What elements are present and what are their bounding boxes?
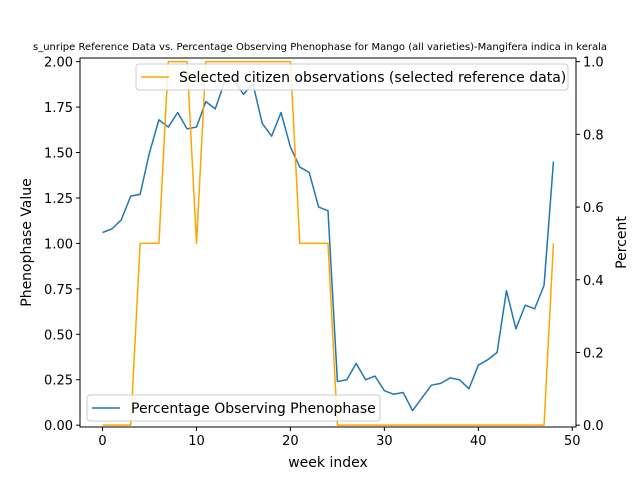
y-right-tick-label: 0.8 bbox=[583, 128, 604, 143]
chart-title: s_unripe Reference Data vs. Percentage O… bbox=[33, 42, 607, 53]
legend-bottom: Percentage Observing Phenophase bbox=[86, 394, 381, 422]
x-tick-label: 50 bbox=[564, 434, 581, 449]
y-right-tick-label: 0.2 bbox=[583, 346, 604, 361]
y-left-axis-label: Phenophase Value bbox=[19, 178, 35, 307]
y-left-tick-label: 1.50 bbox=[44, 147, 73, 162]
y-right-axis-ticks: 0.0 0.2 0.4 0.6 0.8 1.0 bbox=[576, 56, 604, 434]
legend-bottom-box bbox=[86, 394, 381, 422]
legend-bottom-label: Percentage Observing Phenophase bbox=[131, 401, 376, 417]
y-left-axis-ticks: 0.00 0.25 0.50 0.75 1.00 1.25 1.50 1.75 2.00 bbox=[44, 56, 80, 434]
y-left-tick-label: 1.75 bbox=[44, 101, 73, 116]
legend-top-label: Selected citizen observations (selected … bbox=[179, 70, 566, 86]
y-right-tick-label: 1.0 bbox=[583, 56, 604, 71]
plot-frame bbox=[79, 57, 577, 428]
y-left-tick-label: 2.00 bbox=[44, 56, 73, 71]
x-tick-label: 40 bbox=[470, 434, 487, 449]
legend-top: Selected citizen observations (selected … bbox=[135, 63, 569, 91]
x-axis-label: week index bbox=[288, 455, 368, 471]
y-left-tick-label: 0.50 bbox=[44, 328, 73, 343]
legend-top-box bbox=[135, 63, 569, 91]
series-line-1 bbox=[102, 60, 555, 426]
y-right-tick-label: 0.6 bbox=[583, 201, 604, 216]
y-left-tick-label: 0.75 bbox=[44, 283, 73, 298]
x-axis-ticks: 0 10 20 30 40 50 bbox=[98, 427, 581, 449]
y-left-tick-label: 0.25 bbox=[44, 374, 73, 389]
y-left-tick-label: 1.00 bbox=[44, 237, 73, 252]
y-left-tick-label: 0.00 bbox=[44, 419, 73, 434]
x-tick-label: 30 bbox=[376, 434, 393, 449]
y-left-tick-label: 1.25 bbox=[44, 192, 73, 207]
x-tick-label: 20 bbox=[282, 434, 299, 449]
y-right-tick-label: 0.4 bbox=[583, 274, 604, 289]
series-line-0 bbox=[102, 79, 555, 412]
y-right-tick-label: 0.0 bbox=[583, 419, 604, 434]
y-right-axis-label: Percent bbox=[614, 216, 630, 269]
series-layer bbox=[102, 60, 555, 426]
x-tick-label: 0 bbox=[98, 434, 106, 449]
x-tick-label: 10 bbox=[188, 434, 205, 449]
